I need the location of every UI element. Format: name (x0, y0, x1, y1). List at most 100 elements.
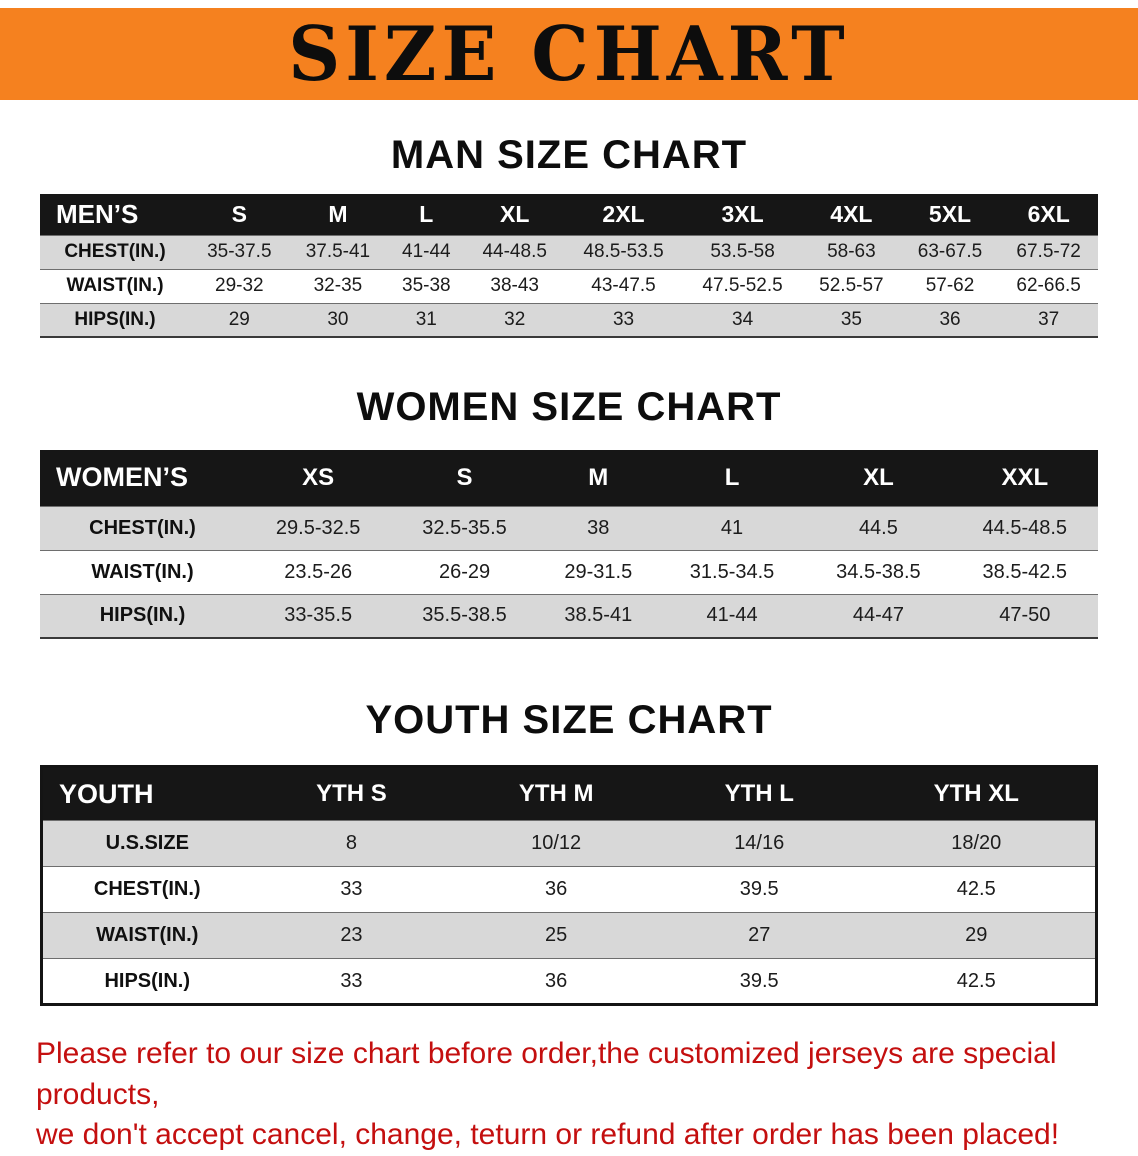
youth-table-head: YOUTH YTH S YTH M YTH L YTH XL (41, 766, 1097, 821)
measurement-value: 33-35.5 (284, 604, 353, 627)
measurement-value: 33 (612, 308, 635, 330)
measurement-value: 27 (748, 924, 771, 946)
measurement-value: 32.5-35.5 (422, 516, 507, 539)
women-size-column-header: M (588, 463, 609, 491)
men-table-title: MEN’S (56, 198, 139, 229)
measurement-value: 32-35 (313, 275, 363, 296)
disclaimer-line-2: we don't accept cancel, change, teturn o… (36, 1118, 1060, 1151)
men-table-row: CHEST(IN.) 35-37.5 37.5-41 41-44 44-48.5 48.5… (40, 235, 1098, 269)
measurement-value: 23 (340, 924, 363, 946)
men-size-table: MEN’S S M L XL 2XL 3XL 4XL 5XL 6XL CHEST(IN.) 35-37… (40, 194, 1098, 338)
youth-table-row: HIPS(IN.) 33 36 39.5 42.5 (41, 958, 1097, 1005)
measurement-value: 32 (504, 308, 526, 330)
measurement-value: 35 (840, 308, 862, 330)
measurement-value: 63-67.5 (917, 241, 983, 262)
disclaimer: Please refer to our size chart before or… (36, 1034, 1120, 1156)
measurement-label: CHEST(IN.) (64, 241, 166, 262)
measurement-value: 35-38 (402, 275, 451, 296)
women-table-title: WOMEN’S (56, 462, 188, 493)
banner: SIZE CHART (0, 8, 1138, 100)
measurement-value: 18/20 (951, 832, 1002, 854)
measurement-label: U.S.SIZE (105, 832, 189, 854)
women-size-column-header: L (724, 463, 740, 491)
youth-size-chart-section: YOUTH SIZE CHART YOUTH YTH S YTH M YTH L YTH … (0, 697, 1138, 1006)
measurement-value: 62-66.5 (1016, 275, 1081, 296)
women-table-row: WAIST(IN.) 23.5-26 26-29 29-31.5 31.5-34.5 34… (40, 550, 1098, 594)
measurement-value: 41 (720, 516, 744, 539)
women-size-chart-section: WOMEN SIZE CHART WOMEN’S XS S M L XL XXL CHEST(I… (0, 384, 1138, 639)
measurement-value: 38.5-42.5 (982, 560, 1068, 583)
youth-chart-heading: YOUTH SIZE CHART (365, 698, 773, 742)
youth-header-row: YOUTH YTH S YTH M YTH L YTH XL (41, 766, 1097, 821)
men-size-column-header: 3XL (721, 200, 764, 227)
men-size-column-header: S (231, 200, 247, 227)
measurement-value: 42.5 (956, 969, 996, 992)
measurement-value: 36 (939, 308, 961, 330)
men-size-column-header: XL (500, 200, 530, 227)
measurement-value: 42.5 (956, 878, 996, 900)
measurement-value: 44-48.5 (482, 241, 547, 262)
measurement-value: 31 (415, 308, 437, 330)
women-size-column-header: XS (302, 463, 335, 491)
women-size-table: WOMEN’S XS S M L XL XXL CHEST(IN.) 29.5-32.5 32.5… (40, 450, 1098, 639)
measurement-value: 34 (732, 308, 754, 330)
measurement-value: 29 (965, 924, 988, 946)
women-size-column-header: XXL (1001, 463, 1049, 491)
measurement-value: 37 (1038, 308, 1060, 330)
youth-table-row: U.S.SIZE 8 10/12 14/16 18/20 (41, 820, 1097, 867)
measurement-value: 35-37.5 (207, 241, 272, 262)
measurement-value: 10/12 (531, 832, 582, 854)
sections-container: MAN SIZE CHART MEN’S S M L XL 2XL 3XL 4XL 5XL 6XL C… (0, 132, 1138, 1006)
men-size-chart-section: MAN SIZE CHART MEN’S S M L XL 2XL 3XL 4XL 5XL 6XL C… (0, 132, 1138, 338)
youth-size-column-header: YTH L (724, 780, 794, 807)
size-chart-page: SIZE CHART MAN SIZE CHART MEN’S S M L XL 2XL 3X… (0, 8, 1138, 1156)
measurement-value: 8 (345, 832, 357, 854)
measurement-value: 58-63 (827, 241, 876, 262)
youth-size-column-header: YTH S (316, 780, 387, 807)
youth-table-row: WAIST(IN.) 23 25 27 29 (41, 912, 1097, 959)
measurement-value: 47-50 (999, 604, 1051, 627)
measurement-value: 57-62 (925, 275, 975, 296)
measurement-value: 31.5-34.5 (689, 560, 775, 583)
youth-table-row: CHEST(IN.) 33 36 39.5 42.5 (41, 866, 1097, 913)
women-table-body: CHEST(IN.) 29.5-32.5 32.5-35.5 38 41 44.5 44.5… (40, 506, 1098, 638)
measurement-value: 47.5-52.5 (702, 275, 783, 296)
youth-size-table: YOUTH YTH S YTH M YTH L YTH XL U.S.SIZE 8 10/12… (40, 765, 1098, 1006)
measurement-label: CHEST(IN.) (89, 516, 196, 539)
women-table-head: WOMEN’S XS S M L XL XXL (40, 450, 1098, 506)
measurement-value: 14/16 (734, 832, 785, 854)
measurement-label: HIPS(IN.) (104, 969, 191, 992)
youth-table-title: YOUTH (59, 778, 154, 809)
men-header-row: MEN’S S M L XL 2XL 3XL 4XL 5XL 6XL (40, 194, 1098, 235)
youth-size-column-header: YTH XL (933, 780, 1019, 807)
measurement-value: 38.5-41 (564, 604, 633, 627)
men-size-column-header: 6XL (1027, 200, 1070, 227)
measurement-value: 29 (228, 308, 250, 330)
measurement-value: 36 (545, 878, 568, 900)
measurement-value: 44-47 (852, 604, 904, 627)
measurement-value: 53.5-58 (710, 241, 775, 262)
women-size-column-header: XL (863, 463, 894, 491)
youth-table-body: U.S.SIZE 8 10/12 14/16 18/20 CHEST(IN.) 33 36 39… (41, 820, 1097, 1005)
disclaimer-line-1: Please refer to our size chart before or… (36, 1037, 1057, 1111)
measurement-value: 36 (545, 969, 568, 992)
measurement-value: 44.5-48.5 (982, 516, 1068, 539)
measurement-value: 25 (545, 924, 568, 946)
measurement-value: 23.5-26 (284, 560, 353, 583)
measurement-value: 30 (327, 308, 349, 330)
men-chart-heading: MAN SIZE CHART (390, 133, 748, 177)
women-size-column-header: S (456, 463, 473, 491)
men-table-row: HIPS(IN.) 29 30 31 32 33 34 35 36 37 (40, 303, 1098, 337)
measurement-value: 35.5-38.5 (422, 604, 507, 627)
measurement-value: 52.5-57 (819, 275, 884, 296)
measurement-value: 33 (340, 969, 363, 992)
measurement-value: 37.5-41 (305, 241, 371, 262)
men-size-column-header: M (328, 200, 348, 227)
measurement-value: 41-44 (706, 604, 758, 627)
measurement-value: 39.5 (739, 969, 779, 992)
measurement-value: 39.5 (739, 878, 779, 900)
women-table-row: CHEST(IN.) 29.5-32.5 32.5-35.5 38 41 44.5 44.5… (40, 506, 1098, 550)
measurement-label: WAIST(IN.) (96, 924, 199, 946)
measurement-label: WAIST(IN.) (91, 560, 194, 583)
measurement-label: WAIST(IN.) (66, 275, 164, 296)
